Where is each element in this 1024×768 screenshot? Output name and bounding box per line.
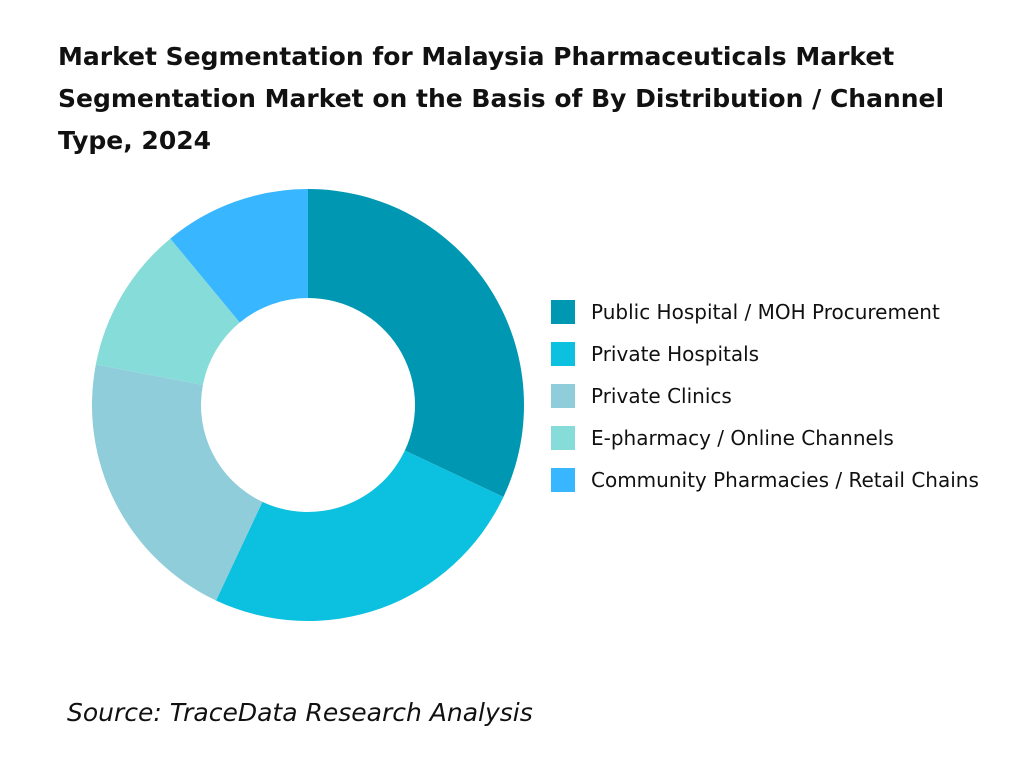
source: Source: TraceData Research Analysis — [67, 698, 533, 727]
legend-label: Community Pharmacies / Retail Chains — [591, 468, 979, 492]
legend-item: E-pharmacy / Online Channels — [551, 422, 1001, 454]
legend-swatch — [551, 468, 575, 492]
legend-label: E-pharmacy / Online Channels — [591, 426, 894, 450]
legend: Public Hospital / MOH Procurement Private… — [551, 296, 1001, 506]
donut-slice — [95, 238, 240, 385]
legend-swatch — [551, 300, 575, 324]
legend-item: Community Pharmacies / Retail Chains — [551, 464, 1001, 496]
donut-slice — [92, 364, 263, 601]
legend-label: Private Hospitals — [591, 342, 760, 366]
legend-item: Private Clinics — [551, 380, 1001, 412]
legend-item: Public Hospital / MOH Procurement — [551, 296, 1001, 328]
donut-slice — [308, 189, 524, 497]
donut-slice — [216, 450, 504, 621]
legend-item: Private Hospitals — [551, 338, 1001, 370]
legend-swatch — [551, 384, 575, 408]
legend-swatch — [551, 342, 575, 366]
legend-label: Private Clinics — [591, 384, 732, 408]
legend-label: Public Hospital / MOH Procurement — [591, 300, 940, 324]
donut-slice — [170, 189, 308, 323]
legend-swatch — [551, 426, 575, 450]
chart-title: Market Segmentation for Malaysia Pharmac… — [58, 42, 945, 155]
